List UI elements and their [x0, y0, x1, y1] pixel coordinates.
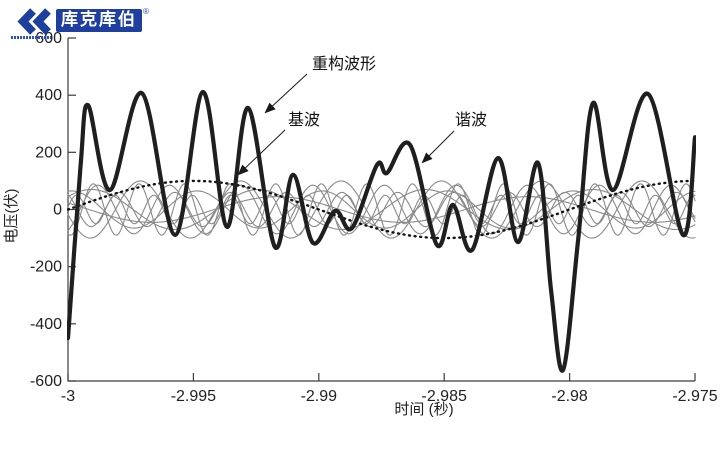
- y-tick-0: 0: [53, 202, 62, 219]
- harmonic-wave-200hz: [67, 190, 696, 229]
- harmonic-wave-450hz: [67, 191, 696, 228]
- y-tick-neg600: -600: [30, 373, 62, 390]
- y-tick-labels: 600 400 200 0 -200 -400 -600: [30, 30, 62, 390]
- y-tick-200: 200: [35, 144, 62, 161]
- harmonic-annotation-label: 谐波: [455, 111, 487, 129]
- axis-lines: [67, 38, 695, 382]
- double-chevron-logo-icon: [17, 8, 51, 35]
- reconstructed-annotation-label: 重构波形: [312, 55, 376, 73]
- x-axis-ticks: [67, 373, 696, 381]
- harmonic-wave-550hz: [67, 183, 696, 236]
- registered-trademark-icon: ®: [143, 7, 149, 16]
- series-layer: [67, 89, 696, 373]
- brand-logo: 库克库伯 ®: [10, 8, 149, 39]
- x-tick-5: -2.98: [551, 388, 588, 405]
- x-tick-2: -2.995: [171, 388, 216, 405]
- harmonic-wave-350hz: [67, 184, 696, 235]
- y-axis-title: 电压(伏): [3, 189, 20, 244]
- logo-icon-wrap: [10, 8, 52, 39]
- axes: [67, 37, 696, 382]
- fundamental-annotation-arrow: [237, 129, 286, 176]
- harmonic-wave-650hz: [67, 194, 696, 225]
- annotation-layer: 重构波形 基波 谐波: [237, 55, 487, 176]
- x-tick-labels: -3 -2.995 -2.99 -2.985 -2.98 -2.975: [61, 388, 718, 405]
- reconstructed-waveform-curve: [67, 89, 696, 373]
- y-tick-neg400: -400: [30, 316, 62, 333]
- x-tick-6: -2.975: [672, 388, 717, 405]
- x-tick-1: -3: [61, 388, 75, 405]
- harmonic-annotation-arrow: [421, 130, 455, 164]
- y-tick-neg200: -200: [30, 259, 62, 276]
- harmonic-wave-250hz: [67, 180, 696, 239]
- x-tick-3: -2.99: [301, 388, 338, 405]
- logo-brand-name: 库克库伯: [56, 9, 142, 32]
- x-axis-title: 时间 (秒): [394, 401, 453, 418]
- fundamental-wave-dotted: [67, 179, 696, 240]
- x-tick-4: -2.985: [422, 388, 467, 405]
- reconstructed-annotation-arrow: [264, 73, 308, 114]
- logo-tagline-illegible: [11, 36, 51, 39]
- y-tick-400: 400: [35, 87, 62, 104]
- fundamental-annotation-label: 基波: [288, 111, 320, 129]
